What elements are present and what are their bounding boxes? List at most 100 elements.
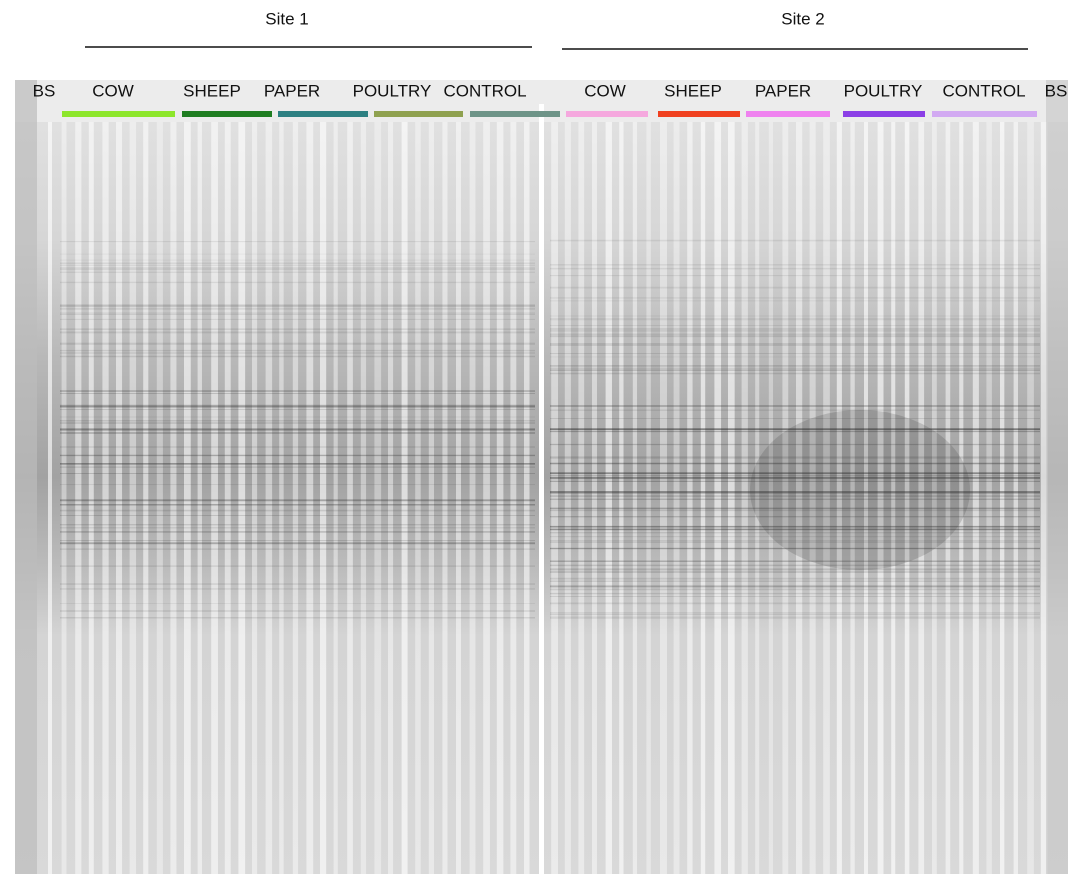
lane-gap [673,122,680,874]
lane-gap [728,122,735,874]
group-bar [843,111,925,117]
lane-gap [524,122,530,874]
group-bar [182,111,272,117]
lane-gap [768,122,774,874]
lane-gap [360,122,367,874]
lane-gap [456,122,461,874]
lane-gap [891,122,896,874]
lane-gap [374,122,382,874]
group-label: POULTRY [353,81,432,100]
group-label: CONTROL [942,81,1025,100]
lane-gap [156,122,163,874]
lane-gap [129,122,137,874]
lane-gap [564,122,571,874]
gel-edge-left [15,80,37,874]
lane-gap [741,122,748,874]
lane-gap [904,122,910,874]
group-bar [374,111,463,117]
site-divider [539,104,544,874]
site-label: Site 1 [265,9,308,28]
lane-gap [660,122,667,874]
lane-gap [143,122,149,874]
lane-gap [823,122,830,874]
lane-gap [211,122,218,874]
lane-gap [238,122,246,874]
group-label: PAPER [264,81,320,100]
group-label: COW [92,81,134,100]
lane-gap [170,122,177,874]
group-label: COW [584,81,626,100]
lane-gap [116,122,123,874]
lane-gap [224,122,231,874]
lane-gap [809,122,816,874]
lane-gap [714,122,722,874]
lane-gap [197,122,202,874]
lane-gap [755,122,760,874]
lane-gap [510,122,517,874]
lane-gap [61,122,67,874]
lane-gap [401,122,408,874]
group-bar [62,111,175,117]
lane-gap [88,122,94,874]
lane-gap [415,122,421,874]
lane-gap [1040,122,1048,874]
lane-gap [184,122,191,874]
gel-edge-right [1046,80,1068,874]
lane-gap [48,122,53,874]
lane-gap [279,122,284,874]
marker-label: BS [33,81,56,100]
lane-gap [605,122,612,874]
lane-gap [918,122,925,874]
lane-gap [932,122,937,874]
lane-gap [496,122,504,874]
group-bar [932,111,1037,117]
lane-gap [687,122,693,874]
group-bar [470,111,560,117]
lane-gap [578,122,585,874]
lane-gap [632,122,638,874]
lane-gap [1000,122,1005,874]
lane-gap [1027,122,1034,874]
lane-gap [252,122,258,874]
lane-gap [592,122,597,874]
bands [60,239,1040,619]
lane-gap [986,122,992,874]
marker-label: BS [1045,81,1068,100]
lane-gap [796,122,803,874]
lane-gap [388,122,394,874]
lane-gap [428,122,435,874]
group-label: CONTROL [443,81,526,100]
group-bar [278,111,368,117]
lanes [48,122,1048,874]
smear [750,410,970,570]
lane-gap [347,122,353,874]
lane-gap [1013,122,1018,874]
lane-gap [836,122,842,874]
lane-gap [864,122,869,874]
lane-gap [619,122,624,874]
lane-gap [469,122,476,874]
lane-gap [265,122,273,874]
lane-gap [442,122,448,874]
lane-gap [782,122,789,874]
lane-gap [483,122,490,874]
lane-gap [700,122,706,874]
group-label: POULTRY [844,81,923,100]
lane-gap [972,122,979,874]
lane-gap [877,122,884,874]
lane-gap [646,122,651,874]
group-label: PAPER [755,81,811,100]
lane-gap [75,122,82,874]
group-bar [658,111,740,117]
lane-gap [102,122,109,874]
group-label: SHEEP [183,81,241,100]
lane-gap [945,122,951,874]
lane-gap [959,122,964,874]
lane-gap [320,122,327,874]
lane-gap [551,122,559,874]
lane-gap [850,122,855,874]
site-label: Site 2 [781,9,824,28]
lane-gap [333,122,338,874]
